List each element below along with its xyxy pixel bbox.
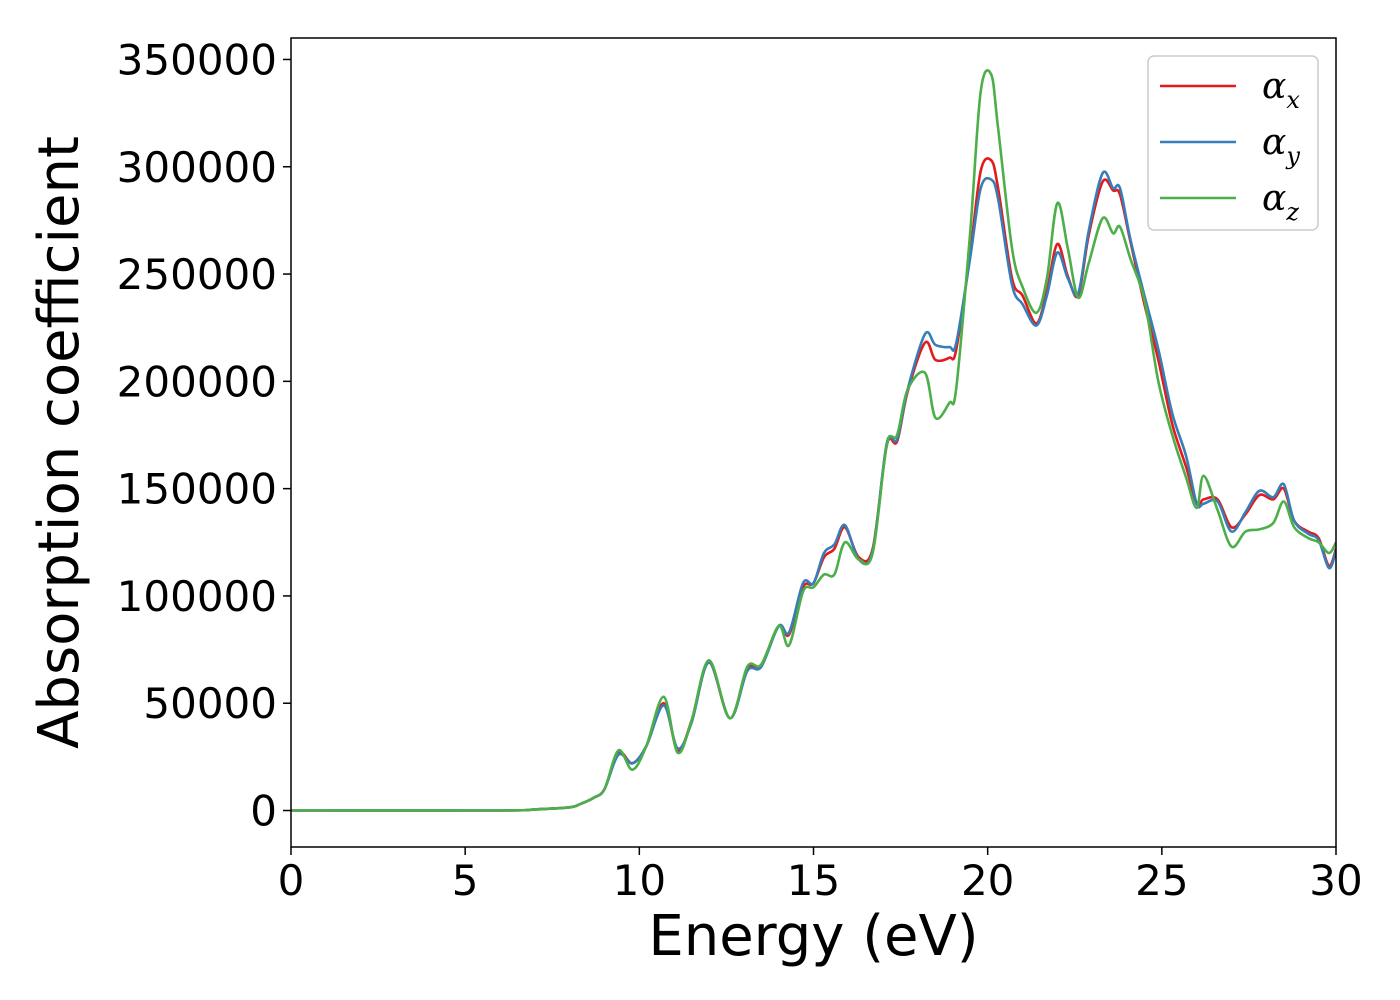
y-tick-label: 250000: [117, 250, 277, 299]
series-line-y: [291, 170, 1336, 812]
y-tick-label: 300000: [117, 143, 277, 192]
y-tick-label: 50000: [143, 679, 277, 728]
x-tick-label: 15: [787, 856, 840, 905]
series-layer: [291, 69, 1336, 812]
x-tick-label: 20: [961, 856, 1014, 905]
y-tick-label: 200000: [117, 357, 277, 406]
x-tick-label: 25: [1135, 856, 1188, 905]
series-line-z: [291, 69, 1336, 812]
x-tick-label: 30: [1309, 856, 1362, 905]
y-tick-label: 150000: [117, 465, 277, 514]
y-tick-label: 100000: [117, 572, 277, 621]
x-axis: 0 5 10 15 20 25 30: [278, 847, 1363, 905]
series-line-x: [291, 157, 1336, 812]
legend-label-y: αy: [1262, 122, 1300, 170]
y-axis-title: Absorption coefficient: [27, 136, 92, 749]
x-tick-label: 5: [452, 856, 479, 905]
y-tick-label: 350000: [117, 35, 277, 84]
legend-label-z: αz: [1262, 178, 1299, 226]
legend-label-x: αx: [1262, 66, 1300, 114]
x-axis-title: Energy (eV): [648, 904, 978, 969]
legend: αx αy αz: [1147, 55, 1319, 231]
x-tick-label: 10: [613, 856, 666, 905]
y-axis: 0 50000 100000 150000 200000 250000 300000 3500…: [117, 35, 291, 836]
y-tick-label: 0: [250, 787, 277, 836]
x-tick-label: 0: [278, 856, 305, 905]
